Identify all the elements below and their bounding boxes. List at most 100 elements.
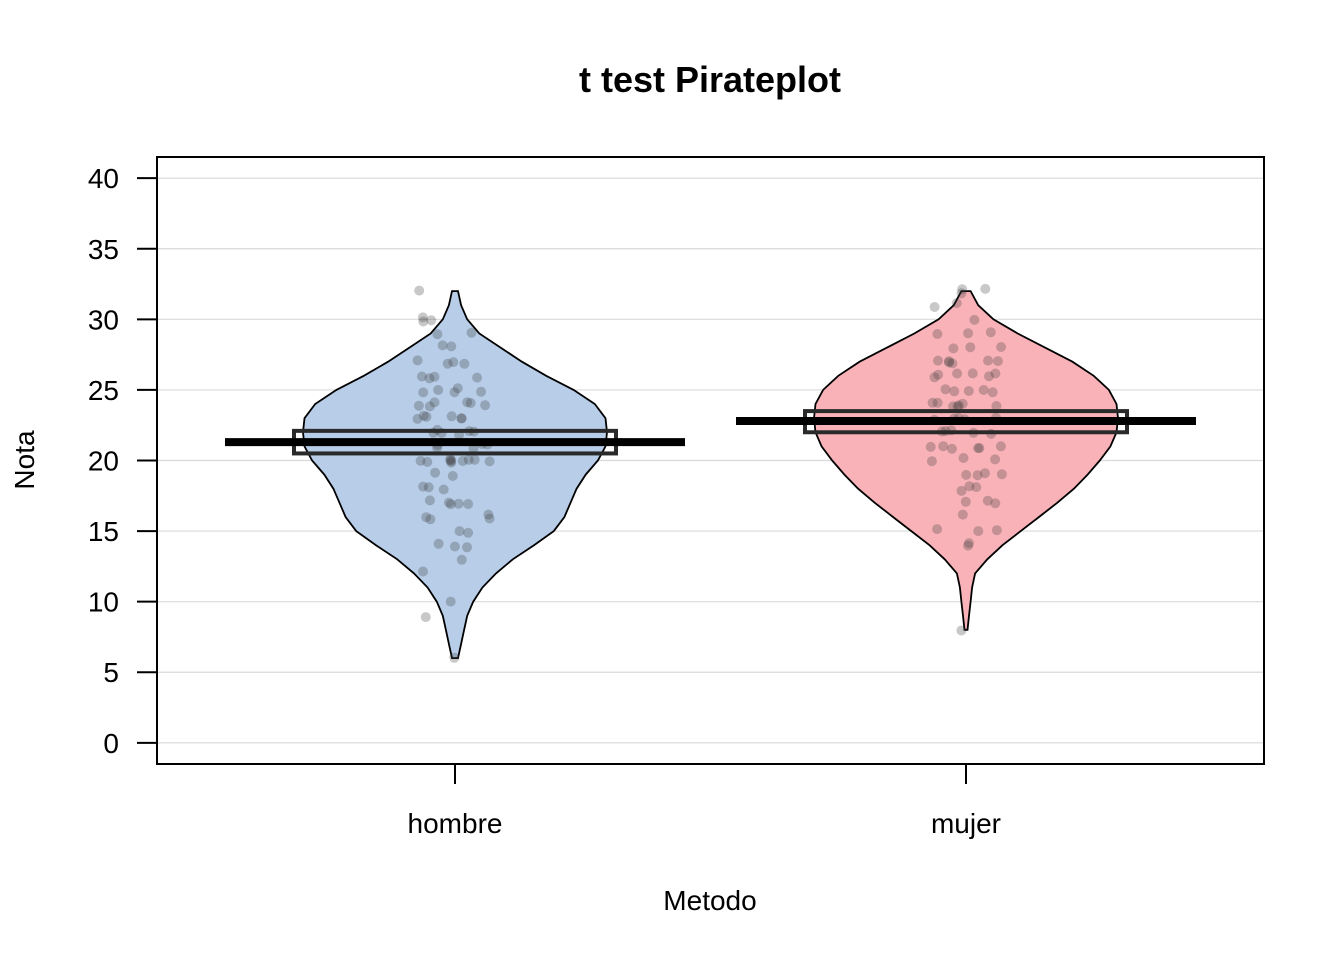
point-hombre-6 [462, 542, 472, 553]
point-hombre-55 [429, 397, 440, 408]
point-hombre-20 [438, 484, 449, 495]
point-hombre-9 [454, 526, 465, 537]
point-mujer-49 [952, 368, 963, 379]
mean-lines [225, 416, 1196, 447]
point-hombre-71 [437, 340, 448, 351]
point-hombre-2 [445, 596, 456, 607]
point-hombre-29 [463, 454, 474, 465]
point-hombre-11 [483, 509, 494, 520]
point-hombre-56 [424, 401, 435, 412]
point-mujer-38 [957, 398, 968, 409]
point-hombre-17 [445, 499, 456, 510]
point-mujer-0 [956, 625, 967, 636]
point-hombre-75 [418, 316, 429, 327]
point-hombre-0 [449, 652, 460, 663]
point-mujer-12 [956, 485, 967, 496]
chart-title: t test Pirateplot [579, 59, 841, 100]
point-hombre-66 [459, 358, 470, 369]
x-axis-label: Metodo [663, 885, 756, 916]
point-mujer-66 [969, 314, 980, 325]
point-mujer-17 [990, 454, 1001, 465]
point-hombre-32 [445, 453, 456, 464]
point-hombre-51 [480, 400, 491, 411]
point-mujer-24 [995, 441, 1006, 452]
point-hombre-50 [421, 411, 432, 422]
point-mujer-50 [984, 371, 994, 382]
point-hombre-46 [456, 413, 467, 424]
point-mujer-59 [933, 355, 943, 366]
point-hombre-26 [422, 456, 433, 467]
point-mujer-54 [944, 357, 954, 368]
point-hombre-70 [446, 341, 457, 352]
point-mujer-36 [948, 401, 959, 412]
point-mujer-4 [973, 526, 984, 537]
point-mujer-10 [964, 481, 975, 492]
point-hombre-53 [465, 398, 476, 408]
point-hombre-74 [417, 312, 428, 323]
point-hombre-18 [453, 498, 464, 509]
point-mujer-63 [932, 329, 943, 339]
point-hombre-62 [416, 371, 427, 382]
point-hombre-73 [432, 329, 443, 340]
point-mujer-48 [990, 368, 1001, 379]
point-hombre-33 [446, 455, 457, 466]
point-mujer-1 [964, 538, 974, 549]
point-mujer-18 [926, 456, 937, 467]
point-mujer-61 [948, 343, 959, 354]
point-hombre-64 [472, 372, 483, 383]
point-hombre-23 [447, 471, 458, 481]
point-hombre-48 [446, 411, 457, 422]
point-mujer-13 [996, 469, 1007, 480]
point-mujer-47 [940, 384, 951, 395]
point-hombre-58 [452, 383, 463, 394]
point-hombre-4 [456, 554, 467, 565]
point-hombre-76 [426, 315, 437, 326]
point-mujer-57 [983, 355, 994, 366]
point-mujer-67 [929, 302, 940, 312]
x-axis: hombre mujer [408, 764, 1001, 839]
point-mujer-14 [972, 470, 983, 481]
violins [302, 290, 1119, 659]
point-mujer-71 [956, 288, 967, 299]
point-mujer-40 [953, 400, 964, 411]
y-tick-label-20: 20 [88, 446, 119, 477]
point-mujer-23 [946, 443, 957, 454]
point-mujer-39 [991, 401, 1002, 411]
y-tick-label-10: 10 [88, 587, 119, 618]
point-hombre-25 [469, 454, 480, 465]
point-hombre-31 [445, 455, 456, 466]
point-mujer-2 [963, 540, 974, 551]
point-hombre-27 [446, 457, 457, 468]
point-mujer-5 [991, 525, 1002, 536]
point-hombre-68 [448, 357, 459, 368]
point-mujer-53 [967, 368, 978, 379]
point-hombre-3 [418, 566, 428, 577]
point-mujer-42 [932, 397, 943, 408]
point-hombre-54 [462, 397, 473, 408]
point-hombre-59 [476, 386, 487, 397]
point-mujer-22 [938, 441, 949, 452]
point-hombre-15 [463, 499, 474, 509]
y-tick-label-0: 0 [103, 728, 119, 759]
x-tick-label-mujer: mujer [931, 808, 1001, 839]
point-mujer-41 [952, 401, 963, 412]
point-hombre-72 [466, 327, 477, 338]
point-mujer-64 [985, 327, 996, 338]
y-tick-label-15: 15 [88, 516, 119, 547]
point-hombre-24 [457, 456, 468, 466]
point-hombre-49 [456, 413, 467, 424]
point-mujer-44 [963, 386, 974, 396]
point-mujer-9 [982, 495, 993, 506]
y-axis: 0 5 10 15 20 25 30 35 40 [88, 163, 157, 759]
x-tick-label-hombre: hombre [408, 808, 503, 839]
point-mujer-8 [960, 496, 971, 507]
point-mujer-68 [951, 298, 962, 309]
y-tick-label-30: 30 [88, 304, 119, 335]
point-mujer-21 [974, 443, 985, 454]
violin-hombre [302, 290, 608, 659]
point-hombre-61 [433, 385, 444, 395]
point-hombre-12 [421, 512, 432, 523]
point-hombre-28 [415, 455, 426, 466]
point-mujer-65 [963, 328, 974, 339]
